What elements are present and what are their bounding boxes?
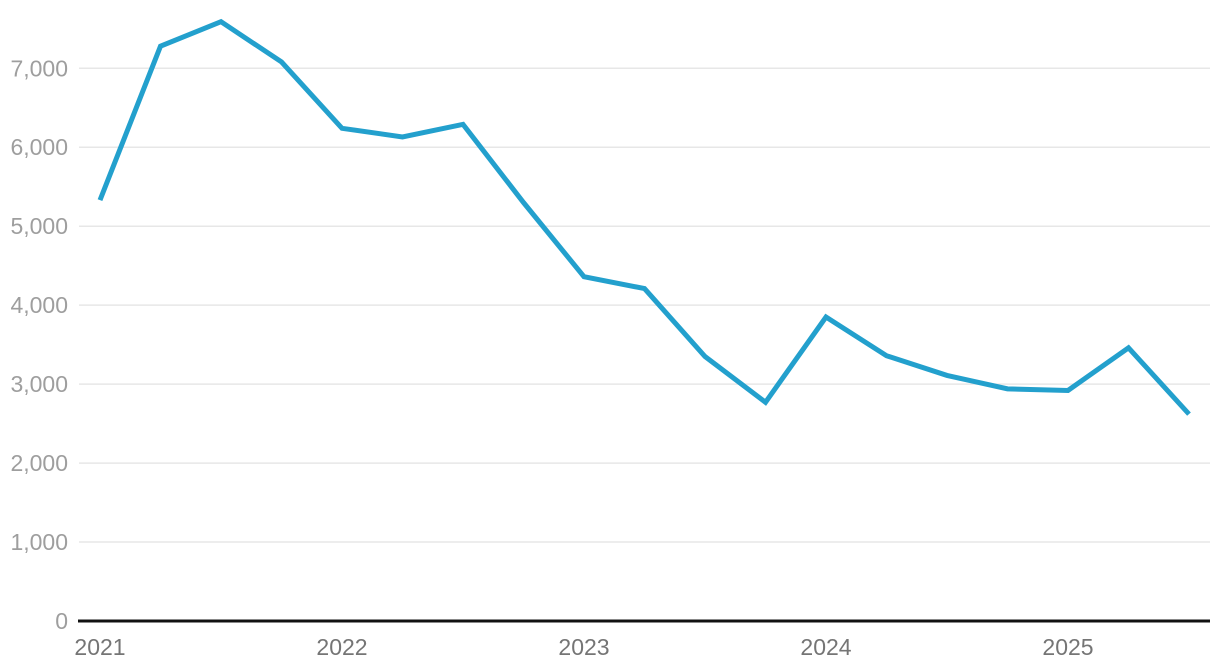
y-axis-tick-label: 1,000 <box>10 529 68 555</box>
x-axis-tick-label: 2024 <box>800 634 851 660</box>
y-axis-tick-label: 4,000 <box>10 292 68 318</box>
y-axis-tick-label: 7,000 <box>10 55 68 81</box>
x-axis-tick-label: 2021 <box>74 634 125 660</box>
series-line <box>97 18 1191 416</box>
y-axis-tick-label: 5,000 <box>10 213 68 239</box>
x-axis-tick-label: 2025 <box>1042 634 1093 660</box>
x-axis-tick-label: 2023 <box>558 634 609 660</box>
y-axis-tick-label: 6,000 <box>10 134 68 160</box>
x-axis-tick-label: 2022 <box>316 634 367 660</box>
y-axis-tick-label: 3,000 <box>10 371 68 397</box>
y-axis-tick-label: 0 <box>55 608 68 634</box>
y-axis-tick-label: 2,000 <box>10 450 68 476</box>
